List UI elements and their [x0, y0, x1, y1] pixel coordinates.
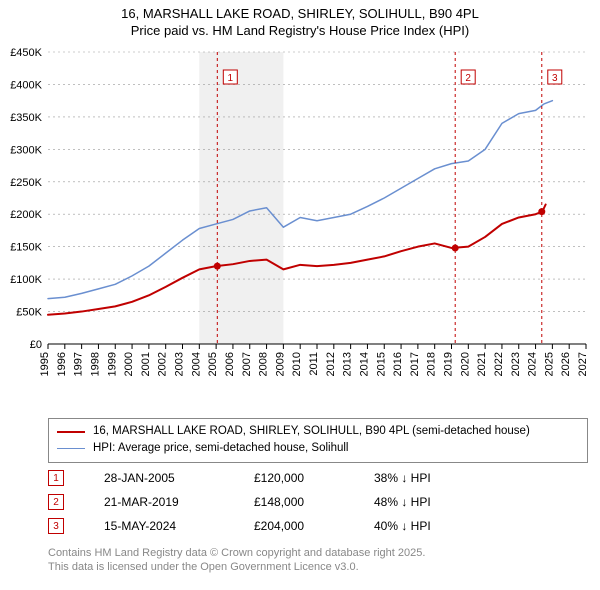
legend: 16, MARSHALL LAKE ROAD, SHIRLEY, SOLIHUL…	[48, 418, 588, 463]
event-number-box: 3	[48, 518, 64, 534]
svg-text:2002: 2002	[157, 352, 169, 376]
event-delta: 48% ↓ HPI	[374, 495, 588, 509]
event-price: £148,000	[254, 495, 374, 509]
events-table: 1 28-JAN-2005£120,00038% ↓ HPI 2 21-MAR-201…	[48, 466, 588, 538]
svg-text:1998: 1998	[89, 352, 101, 376]
svg-text:£250K: £250K	[10, 177, 42, 189]
svg-text:2001: 2001	[140, 352, 152, 376]
footer-attribution: Contains HM Land Registry data © Crown c…	[48, 546, 588, 575]
svg-text:2009: 2009	[274, 352, 286, 376]
svg-text:£350K: £350K	[10, 112, 42, 124]
event-price: £120,000	[254, 471, 374, 485]
title-line-2: Price paid vs. HM Land Registry's House …	[0, 23, 600, 40]
svg-text:£100K: £100K	[10, 274, 42, 286]
svg-text:£0: £0	[30, 339, 42, 351]
svg-text:1997: 1997	[73, 352, 85, 376]
svg-text:£200K: £200K	[10, 209, 42, 221]
svg-text:1999: 1999	[106, 352, 118, 376]
svg-text:1996: 1996	[56, 352, 68, 376]
event-row: 2 21-MAR-2019£148,00048% ↓ HPI	[48, 490, 588, 514]
svg-text:£450K: £450K	[10, 47, 42, 59]
svg-text:2019: 2019	[443, 352, 455, 376]
event-date: 21-MAR-2019	[104, 495, 254, 509]
footer-line-1: Contains HM Land Registry data © Crown c…	[48, 546, 588, 560]
svg-text:1995: 1995	[39, 352, 51, 376]
svg-text:2027: 2027	[577, 352, 589, 376]
svg-text:2007: 2007	[241, 352, 253, 376]
svg-text:2017: 2017	[409, 352, 421, 376]
legend-item: HPI: Average price, semi-detached house,…	[57, 440, 579, 457]
svg-text:2000: 2000	[123, 352, 135, 376]
event-row: 1 28-JAN-2005£120,00038% ↓ HPI	[48, 466, 588, 490]
footer-line-2: This data is licensed under the Open Gov…	[48, 560, 588, 574]
legend-swatch	[57, 431, 85, 433]
line-chart: 123 199519961997199819992000200120022003…	[48, 48, 588, 388]
chart-title: 16, MARSHALL LAKE ROAD, SHIRLEY, SOLIHUL…	[0, 0, 600, 40]
svg-text:2011: 2011	[308, 352, 320, 376]
svg-text:2018: 2018	[426, 352, 438, 376]
svg-text:2014: 2014	[358, 352, 370, 376]
svg-text:2021: 2021	[476, 352, 488, 376]
svg-text:2016: 2016	[392, 352, 404, 376]
event-number-box: 2	[48, 494, 64, 510]
svg-text:2004: 2004	[190, 352, 202, 376]
event-price: £204,000	[254, 519, 374, 533]
svg-text:2023: 2023	[510, 352, 522, 376]
svg-text:2008: 2008	[258, 352, 270, 376]
title-line-1: 16, MARSHALL LAKE ROAD, SHIRLEY, SOLIHUL…	[0, 6, 600, 23]
svg-text:2025: 2025	[543, 352, 555, 376]
svg-text:2003: 2003	[174, 352, 186, 376]
svg-text:2005: 2005	[207, 352, 219, 376]
event-row: 3 15-MAY-2024£204,00040% ↓ HPI	[48, 514, 588, 538]
svg-text:2015: 2015	[375, 352, 387, 376]
svg-text:2013: 2013	[342, 352, 354, 376]
svg-text:2010: 2010	[291, 352, 303, 376]
event-number-box: 1	[48, 470, 64, 486]
svg-text:£400K: £400K	[10, 79, 42, 91]
svg-text:2: 2	[465, 73, 471, 84]
svg-text:2020: 2020	[459, 352, 471, 376]
event-date: 28-JAN-2005	[104, 471, 254, 485]
legend-label: HPI: Average price, semi-detached house,…	[93, 440, 349, 457]
event-delta: 40% ↓ HPI	[374, 519, 588, 533]
svg-text:2022: 2022	[493, 352, 505, 376]
svg-text:2026: 2026	[560, 352, 572, 376]
chart-container: 16, MARSHALL LAKE ROAD, SHIRLEY, SOLIHUL…	[0, 0, 600, 590]
legend-item: 16, MARSHALL LAKE ROAD, SHIRLEY, SOLIHUL…	[57, 423, 579, 440]
svg-text:2006: 2006	[224, 352, 236, 376]
event-delta: 38% ↓ HPI	[374, 471, 588, 485]
legend-swatch	[57, 448, 85, 449]
svg-text:£300K: £300K	[10, 144, 42, 156]
svg-text:2024: 2024	[527, 352, 539, 376]
event-date: 15-MAY-2024	[104, 519, 254, 533]
svg-text:£50K: £50K	[16, 307, 42, 319]
svg-text:£150K: £150K	[10, 242, 42, 254]
svg-text:2012: 2012	[325, 352, 337, 376]
legend-label: 16, MARSHALL LAKE ROAD, SHIRLEY, SOLIHUL…	[93, 423, 530, 440]
svg-text:3: 3	[552, 73, 558, 84]
svg-text:1: 1	[228, 73, 234, 84]
